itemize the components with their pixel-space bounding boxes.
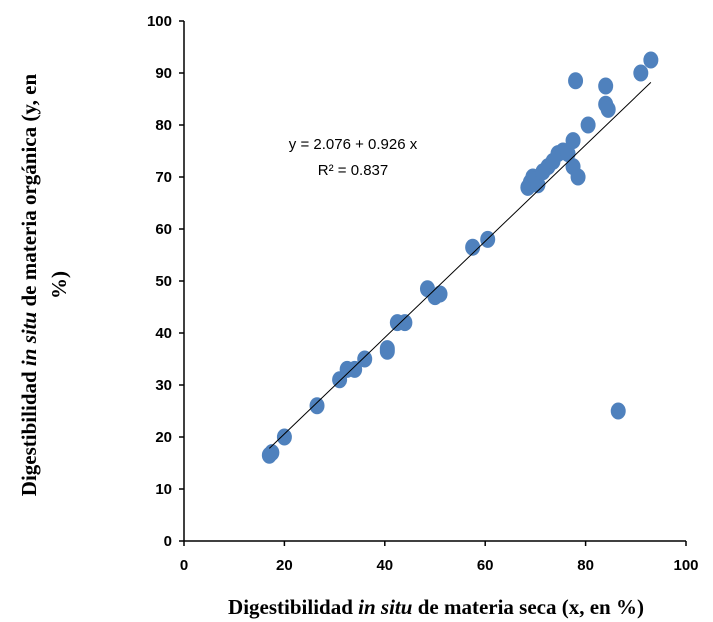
trendline-equation: y = 2.076 + 0.926 x: [289, 136, 418, 153]
data-point: [397, 314, 413, 332]
data-point: [643, 51, 659, 69]
data-point: [530, 176, 546, 194]
data-point: [347, 360, 363, 378]
y-tick-label: 80: [155, 117, 172, 134]
data-point: [379, 342, 395, 360]
x-tick-label: 20: [276, 557, 293, 574]
data-point: [432, 285, 448, 303]
data-point: [357, 350, 373, 368]
r-squared-label: R² = 0.837: [318, 162, 388, 179]
y-axis-title-line1: Digestibilidad in situ de materia orgáni…: [17, 73, 41, 496]
x-tick-label: 60: [477, 557, 494, 574]
y-tick-label: 0: [164, 533, 172, 550]
data-point: [570, 168, 586, 186]
y-tick-label: 90: [155, 65, 172, 82]
y-tick-label: 20: [155, 429, 172, 446]
x-tick-label: 40: [376, 557, 393, 574]
data-point: [610, 402, 626, 420]
y-tick-label: 60: [155, 221, 172, 238]
y-tick-label: 40: [155, 325, 172, 342]
y-tick-label: 70: [155, 169, 172, 186]
y-axis-title-line2: %): [47, 271, 71, 299]
y-tick-label: 30: [155, 377, 172, 394]
y-tick-label: 100: [147, 13, 172, 30]
data-point: [600, 100, 616, 118]
x-tick-label: 0: [180, 557, 188, 574]
data-point: [633, 64, 649, 82]
data-point: [565, 132, 581, 150]
data-point: [598, 77, 614, 95]
y-tick-label: 50: [155, 273, 172, 290]
y-tick-label: 10: [155, 481, 172, 498]
data-point: [580, 116, 596, 134]
data-point: [465, 238, 481, 256]
trendline: [268, 82, 652, 449]
data-point: [568, 72, 584, 90]
x-axis-title: Digestibilidad in situ de materia seca (…: [228, 595, 644, 619]
x-tick-label: 80: [577, 557, 594, 574]
x-tick-label: 100: [673, 557, 698, 574]
data-point: [309, 397, 325, 415]
data-point: [276, 428, 292, 446]
data-point: [264, 444, 280, 462]
